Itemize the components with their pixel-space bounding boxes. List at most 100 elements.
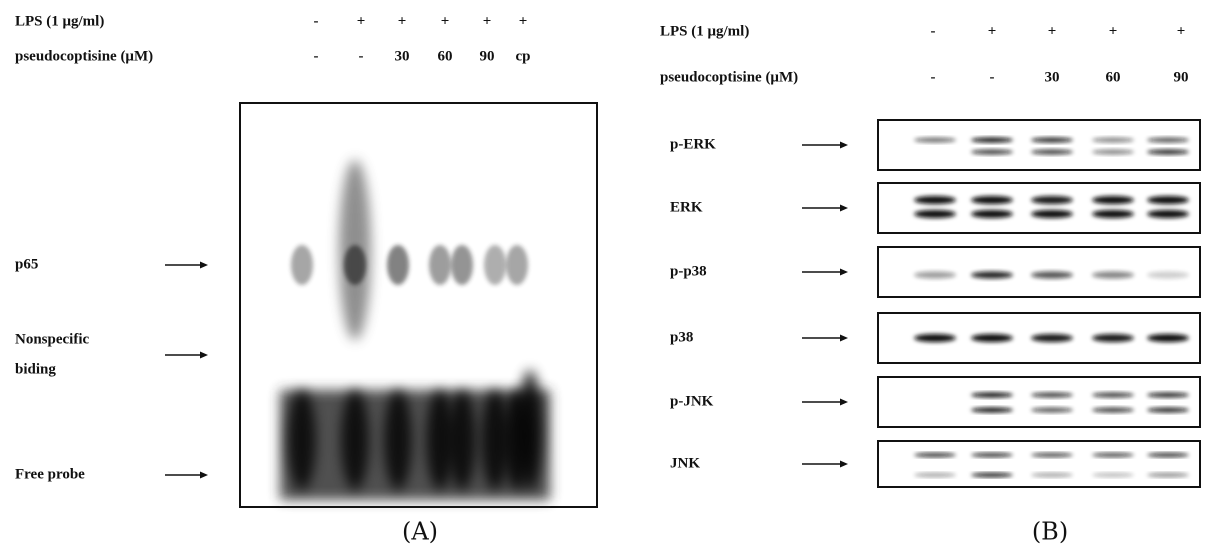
band (914, 271, 956, 279)
band (1031, 149, 1073, 155)
blot-label: p-ERK (670, 136, 716, 152)
lane-label: - (314, 13, 319, 29)
band (914, 334, 956, 342)
lane-label: + (1177, 23, 1186, 39)
lane-label: + (519, 13, 528, 29)
smear (339, 160, 371, 340)
lane-label: 30 (395, 48, 410, 64)
treatment-label: pseudocoptisine (μM) (15, 48, 153, 64)
band (971, 473, 1013, 477)
arrow-head (840, 460, 848, 468)
band (914, 453, 956, 457)
band (1031, 210, 1073, 218)
band (1147, 334, 1189, 342)
p65-band (451, 245, 473, 285)
band (971, 334, 1013, 342)
band (1092, 210, 1134, 218)
band (971, 392, 1013, 398)
lane-label: + (441, 13, 450, 29)
band (914, 196, 956, 204)
band-label: biding (15, 361, 56, 377)
band (971, 137, 1013, 143)
band (1147, 210, 1189, 218)
blot-label: JNK (670, 455, 700, 471)
lane-label: - (931, 23, 936, 39)
lane-label: + (1109, 23, 1118, 39)
band (1092, 271, 1134, 279)
lane-label: - (990, 69, 995, 85)
lane-label: 90 (1174, 69, 1189, 85)
band-label: p65 (15, 256, 38, 272)
band (971, 210, 1013, 218)
probe-band (448, 390, 476, 490)
lane-label: + (988, 23, 997, 39)
band (1147, 453, 1189, 457)
gel-image (280, 160, 550, 500)
band (1092, 334, 1134, 342)
band (1147, 271, 1189, 279)
band (1092, 137, 1134, 143)
arrow-head (840, 268, 848, 276)
band (1092, 149, 1134, 155)
band (1031, 473, 1073, 477)
band (1147, 392, 1189, 398)
arrow-head (840, 141, 848, 149)
lane-label: + (1048, 23, 1057, 39)
treatment-label: pseudocoptisine (μM) (660, 69, 798, 85)
blot-frame (877, 376, 1201, 428)
p65-band (484, 245, 506, 285)
band (1092, 473, 1134, 477)
treatment-label: LPS (1 μg/ml) (15, 13, 104, 29)
smear (518, 370, 542, 490)
band (971, 453, 1013, 457)
lane-label: + (398, 13, 407, 29)
lane-label: - (931, 69, 936, 85)
arrow-head (840, 204, 848, 212)
arrow-head (840, 398, 848, 406)
band-label: Free probe (15, 466, 85, 482)
band (1092, 453, 1134, 457)
blot-frame (877, 440, 1201, 488)
arrow-head (200, 471, 208, 479)
lane-label: 30 (1045, 69, 1060, 85)
band (1031, 137, 1073, 143)
blot-label: ERK (670, 199, 703, 215)
lane-label: cp (516, 48, 531, 64)
lane-label: 60 (438, 48, 453, 64)
p65-band (387, 245, 409, 285)
band (1147, 149, 1189, 155)
band (1031, 196, 1073, 204)
band (1031, 453, 1073, 457)
band (1147, 473, 1189, 477)
p65-band (429, 245, 451, 285)
band (1031, 392, 1073, 398)
band (1031, 334, 1073, 342)
arrow-head (200, 261, 208, 269)
band (1031, 407, 1073, 413)
p65-band (291, 245, 313, 285)
probe-band (288, 390, 316, 490)
lane-label: - (359, 48, 364, 64)
band (971, 196, 1013, 204)
blot-label: p-JNK (670, 393, 714, 409)
band (914, 473, 956, 477)
p65-band (506, 245, 528, 285)
blot-label: p38 (670, 329, 693, 345)
band (1031, 271, 1073, 279)
lane-label: - (314, 48, 319, 64)
probe-band (426, 390, 454, 490)
blot-frame (877, 119, 1201, 171)
lane-label: 60 (1106, 69, 1121, 85)
lane-label: 90 (480, 48, 495, 64)
caption: (B) (1032, 518, 1068, 546)
band (971, 271, 1013, 279)
band (1147, 196, 1189, 204)
band (971, 149, 1013, 155)
band (1147, 407, 1189, 413)
lane-label: + (483, 13, 492, 29)
arrow-head (200, 351, 208, 359)
arrow-head (840, 334, 848, 342)
band (971, 407, 1013, 413)
lane-label: + (357, 13, 366, 29)
